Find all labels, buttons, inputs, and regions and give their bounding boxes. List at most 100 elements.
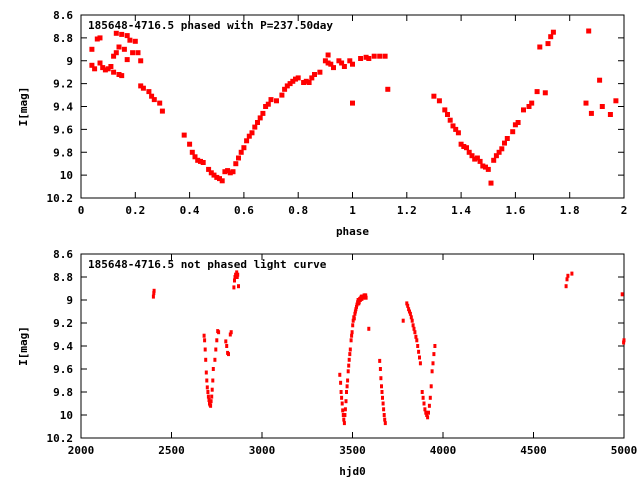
data-point [464, 145, 469, 151]
data-point [427, 403, 431, 408]
y-tick-label: 10 [60, 409, 73, 422]
data-point [450, 123, 456, 129]
data-point [241, 145, 247, 151]
y-tick-label: 9.4 [53, 101, 73, 114]
data-point [381, 401, 385, 406]
data-point [105, 66, 111, 72]
data-point [195, 157, 201, 163]
data-point [622, 340, 626, 345]
data-point [350, 100, 355, 106]
data-point [224, 339, 228, 344]
y-tick-label: 9.6 [53, 363, 73, 376]
data-point [211, 378, 215, 383]
data-point [348, 352, 352, 357]
data-point [111, 53, 117, 59]
data-point [356, 298, 360, 302]
x-tick-label: 1.2 [397, 204, 417, 217]
data-point [355, 302, 359, 307]
data-point [597, 77, 603, 83]
data-point [331, 65, 336, 71]
data-point [350, 333, 354, 338]
data-point [472, 156, 478, 162]
data-point [113, 50, 119, 56]
data-point [455, 130, 461, 136]
data-point [564, 284, 568, 289]
data-point [151, 294, 155, 299]
data-point [181, 132, 187, 138]
data-point [420, 390, 424, 394]
data-point [113, 30, 119, 36]
y-tick-label: 10 [60, 169, 73, 182]
y-tick-label: 10.2 [47, 432, 74, 445]
data-point [493, 153, 499, 159]
data-point [469, 153, 475, 159]
plot-title: 185648-4716.5 not phased light curve [88, 258, 327, 271]
data-point [347, 363, 351, 368]
data-point [607, 112, 613, 117]
data-point [433, 344, 437, 348]
data-point [515, 120, 521, 125]
y-tick-label: 9.2 [53, 78, 73, 91]
data-point [225, 344, 229, 348]
data-point [203, 338, 207, 343]
data-point [343, 407, 347, 412]
data-point [382, 407, 386, 412]
data-point [599, 104, 605, 109]
data-point [249, 130, 255, 136]
data-point [225, 168, 231, 174]
data-point [485, 166, 491, 172]
data-point [364, 293, 368, 298]
x-tick-label: 4500 [520, 444, 547, 457]
data-point [382, 53, 388, 59]
data-point [418, 355, 421, 360]
data-point [355, 304, 358, 309]
data-point [550, 29, 556, 35]
data-point [210, 394, 214, 399]
data-point [383, 421, 387, 426]
data-point [152, 288, 156, 293]
data-point [338, 372, 342, 377]
data-point [436, 98, 442, 104]
data-point [345, 390, 348, 394]
x-tick-label: 3000 [249, 444, 276, 457]
data-point [236, 155, 241, 161]
data-point [119, 73, 125, 79]
data-point [279, 92, 285, 98]
data-point [405, 301, 409, 306]
plot-frame [80, 14, 625, 199]
data-point [204, 370, 208, 375]
data-point [336, 58, 342, 64]
data-point [417, 349, 421, 354]
data-point [215, 338, 219, 343]
data-point [348, 347, 352, 352]
data-point [466, 149, 472, 155]
data-point [317, 69, 323, 75]
data-point [135, 50, 141, 56]
data-point [293, 76, 298, 82]
data-point [431, 361, 435, 366]
x-tick-label: 1.6 [505, 204, 525, 217]
data-point [341, 64, 347, 69]
data-point [94, 36, 100, 42]
data-point [418, 361, 422, 366]
data-point [430, 369, 434, 374]
data-point [477, 158, 483, 164]
data-point [526, 104, 532, 109]
data-point [219, 178, 225, 184]
x-tick-label: 1.8 [560, 204, 580, 217]
data-point [545, 41, 551, 47]
data-point [102, 67, 108, 73]
data-point [124, 33, 130, 39]
data-point [458, 141, 464, 147]
y-tick-label: 9.6 [53, 123, 73, 136]
data-point [303, 78, 309, 84]
data-point [328, 61, 334, 67]
data-point [235, 270, 239, 275]
data-point [343, 413, 347, 417]
data-point [244, 138, 250, 144]
y-tick-label: 9.8 [53, 386, 73, 399]
data-point [187, 141, 193, 147]
data-point [367, 326, 371, 331]
